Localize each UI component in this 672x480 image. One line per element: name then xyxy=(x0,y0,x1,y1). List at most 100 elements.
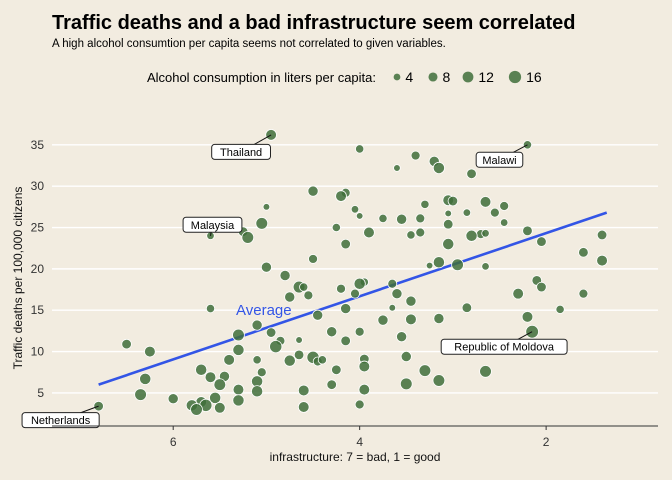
legend-items: 4 8 12 16 xyxy=(393,69,542,85)
data-point xyxy=(260,261,272,273)
annotation-label: Netherlands xyxy=(31,415,91,427)
data-point xyxy=(353,277,366,290)
data-point xyxy=(399,377,413,391)
data-point xyxy=(255,217,269,230)
data-point xyxy=(442,237,455,251)
data-point xyxy=(295,336,303,344)
data-point xyxy=(283,354,296,367)
legend-swatch xyxy=(462,71,474,83)
data-point xyxy=(335,190,347,202)
data-point xyxy=(336,283,346,294)
data-point xyxy=(331,364,342,375)
x-tick-label: 6 xyxy=(170,435,177,449)
data-point xyxy=(578,247,589,258)
data-point xyxy=(312,309,324,321)
legend: Alcohol consumption in liters per capita… xyxy=(147,69,542,85)
data-point xyxy=(536,236,547,247)
data-point xyxy=(406,230,416,240)
data-point xyxy=(265,327,277,338)
data-point xyxy=(223,354,235,366)
data-point xyxy=(251,385,264,398)
data-point xyxy=(340,335,351,347)
y-tick-label: 20 xyxy=(31,262,45,276)
annotation-box xyxy=(182,216,243,233)
data-point xyxy=(355,144,365,154)
chart-title: Traffic deaths and a bad infrastructure … xyxy=(52,12,576,34)
data-point xyxy=(241,231,255,244)
data-point xyxy=(391,288,403,300)
data-point xyxy=(447,195,459,207)
y-tick-label: 5 xyxy=(37,386,44,400)
data-point xyxy=(432,256,445,269)
x-tick-label: 2 xyxy=(543,435,550,449)
chart-subtitle: A high alcohol consumtion per capita see… xyxy=(52,38,446,50)
data-point xyxy=(205,303,216,314)
data-point xyxy=(139,372,152,385)
data-point xyxy=(433,312,445,325)
trend-line-group: Average xyxy=(98,211,608,386)
data-point xyxy=(297,384,310,397)
data-point xyxy=(232,394,245,407)
data-point xyxy=(252,355,262,365)
annotation-box xyxy=(440,338,568,355)
data-point xyxy=(393,164,401,172)
data-point xyxy=(350,205,360,214)
legend-swatch xyxy=(393,73,401,81)
data-point xyxy=(214,402,226,414)
annotation-box xyxy=(21,412,100,429)
data-point xyxy=(596,254,608,267)
data-point xyxy=(466,168,477,179)
data-point xyxy=(317,355,327,365)
data-point xyxy=(405,295,417,307)
data-point xyxy=(462,208,472,217)
data-point xyxy=(420,199,430,209)
data-point xyxy=(363,226,375,239)
data-point xyxy=(479,196,492,208)
data-point xyxy=(251,319,263,331)
y-tick-label: 35 xyxy=(31,138,45,152)
y-tick-label: 25 xyxy=(31,221,45,235)
data-point xyxy=(167,393,179,405)
annotation-label: Republic of Moldova xyxy=(454,342,555,354)
annotation-label: Malaysia xyxy=(191,220,235,232)
axes: 5 10 15 20 25 30 35 6 4 2 xyxy=(31,138,658,449)
data-point xyxy=(297,401,310,413)
data-point xyxy=(479,365,492,378)
data-point xyxy=(596,229,608,241)
annotation-label: Malawi xyxy=(482,155,516,167)
legend-label: 8 xyxy=(443,69,451,85)
x-axis-title: infrastructure: 7 = bad, 1 = good xyxy=(270,450,441,464)
data-point xyxy=(134,388,147,401)
annotation-box xyxy=(475,151,524,168)
data-point xyxy=(209,391,222,404)
data-point xyxy=(144,345,156,358)
data-point xyxy=(521,311,534,323)
data-point xyxy=(387,278,398,289)
data-point xyxy=(350,288,360,299)
data-point xyxy=(405,313,417,326)
legend-swatch xyxy=(428,72,438,82)
data-point xyxy=(400,351,412,363)
data-point xyxy=(355,212,364,220)
data-point xyxy=(410,150,421,161)
annotation-label: Thailand xyxy=(220,147,262,159)
data-point xyxy=(432,161,445,175)
data-point xyxy=(377,314,389,326)
data-point xyxy=(262,203,271,211)
data-point xyxy=(303,290,314,301)
data-point xyxy=(432,374,446,387)
data-point xyxy=(284,291,296,303)
data-point xyxy=(232,383,245,396)
data-point xyxy=(451,258,464,272)
data-point xyxy=(340,238,351,250)
data-point xyxy=(499,218,509,227)
data-point xyxy=(578,288,589,299)
data-point xyxy=(326,326,338,338)
data-point xyxy=(415,213,426,224)
data-point xyxy=(308,254,318,264)
data-point xyxy=(499,201,510,211)
data-point xyxy=(299,282,309,292)
data-point xyxy=(232,328,245,342)
legend-label: 12 xyxy=(478,69,494,85)
